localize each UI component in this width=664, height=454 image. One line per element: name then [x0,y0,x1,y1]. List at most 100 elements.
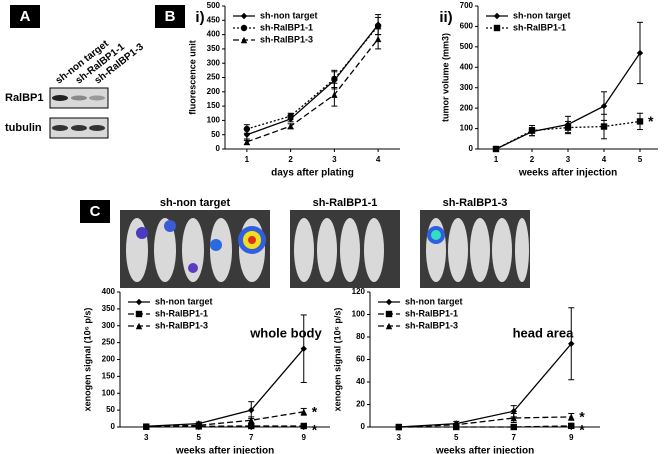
y-tick-label: 250 [102,338,116,347]
x-tick-label: 3 [566,155,571,164]
marker [528,127,536,134]
marker [636,49,644,57]
panel-label: A [20,8,31,25]
marker [300,408,307,416]
x-tick-label: 5 [197,433,202,442]
x-axis-label: weeks after injection [435,446,534,454]
y-tick-label: 0 [469,144,474,153]
panel-label-box [80,200,110,223]
annotation: * [312,422,318,438]
panel-label: B [165,8,176,25]
y-tick-label: 600 [460,22,474,31]
marker [243,125,251,133]
y-tick-label: 150 [207,101,221,110]
legend-marker [135,298,143,306]
marker [510,423,517,431]
x-tick-label: 2 [530,155,535,164]
y-tick-label: 60 [356,355,365,364]
x-tick-label: 1 [494,155,499,164]
legend-label: sh-RalBP1-1 [155,308,208,318]
y-tick-label: 400 [102,287,116,296]
marker [568,422,575,430]
marker [510,408,517,415]
marker [143,423,150,430]
marker [568,340,575,347]
y-tick-label: 350 [207,44,221,53]
image-label: sh-RalBP1-1 [313,197,378,209]
chart-note: whole body [249,325,322,340]
marker [453,421,460,428]
x-tick-label: 2 [288,155,293,164]
y-axis-label: xenogen signal (10⁶ p/s) [82,308,92,412]
legend-label: sh-non target [260,10,318,20]
series-line [146,411,304,428]
legend-label: sh-non target [155,296,213,306]
x-tick-label: 4 [602,155,607,164]
panel-label: C [90,203,101,220]
x-axis-label: weeks after injection [175,446,274,454]
chart-title: i) [195,9,204,26]
legend-label: sh-non target [405,296,463,306]
y-tick-label: 700 [460,1,474,10]
y-tick-label: 40 [356,377,365,386]
y-tick-label: 200 [460,103,474,112]
y-tick-label: 500 [207,1,221,10]
legend-label: sh-RalBP1-3 [260,34,313,44]
legend-label: sh-RalBP1-1 [260,22,313,32]
marker [248,417,255,424]
y-tick-label: 200 [207,87,221,96]
legend-label: sh-RalBP1-1 [405,308,458,318]
y-tick-label: 80 [356,332,365,341]
series-line [246,25,379,130]
marker [374,35,382,43]
marker [331,75,338,83]
legend-marker [135,310,143,318]
legend-marker [385,310,393,318]
marker [564,124,572,131]
y-tick-label: 300 [460,83,474,92]
marker [568,413,575,421]
y-tick-label: 0 [216,144,221,153]
legend-marker [385,298,393,306]
series-line [146,425,304,428]
y-tick-label: 0 [111,422,116,431]
marker [243,138,251,146]
marker [287,112,294,120]
mouse-image [120,210,270,288]
image-label: sh-non target [160,197,231,209]
x-tick-label: 5 [638,155,643,164]
blot [49,87,109,139]
panel-label-box [155,5,185,28]
panel-label-box [10,5,40,28]
y-tick-label: 50 [211,130,220,139]
y-tick-label: 100 [207,116,221,125]
y-axis-label: fluorescence unit [187,40,197,115]
series-line [246,38,379,143]
marker [248,406,255,414]
x-tick-label: 4 [376,155,381,164]
marker [600,102,608,110]
y-tick-label: 100 [352,310,366,319]
y-tick-label: 250 [207,73,221,82]
x-axis-label: weeks after injection [518,168,617,179]
marker [636,118,644,125]
marker [331,91,338,98]
row-label: RalBP1 [5,92,44,104]
series-line [146,348,305,427]
marker [600,123,608,130]
series-line [495,52,641,150]
y-tick-label: 100 [102,388,116,397]
legend-marker [135,322,143,330]
marker [248,422,255,430]
marker [510,414,517,422]
y-axis-label: tumor volume (mm3) [440,33,450,122]
annotation: * [579,409,585,425]
legend-label: sh-RalBP1-1 [513,22,566,32]
x-axis-label: days after plating [271,168,354,179]
y-tick-label: 50 [106,405,115,414]
legend-label: sh-non target [513,10,571,20]
y-tick-label: 350 [102,304,116,313]
mouse-image [420,210,530,288]
